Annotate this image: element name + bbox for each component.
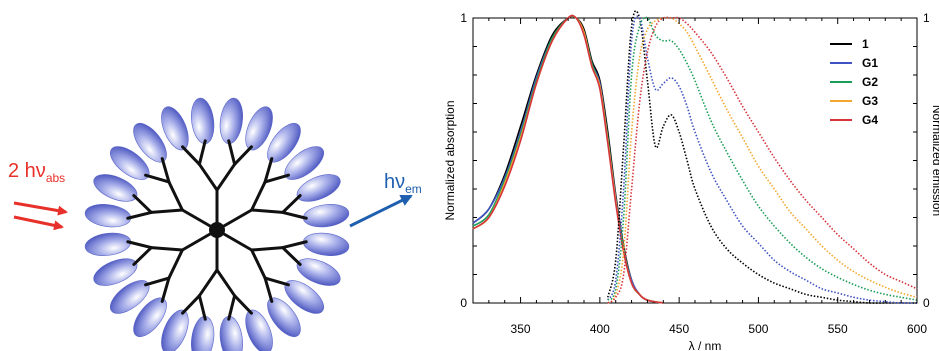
dendron-twig xyxy=(197,294,207,321)
dendron-twig xyxy=(227,139,237,166)
absorption-line-G4 xyxy=(472,14,664,304)
dendron-twig xyxy=(126,240,153,250)
absorption-line-G1 xyxy=(472,15,664,304)
dendron-arm xyxy=(180,232,212,252)
emission-line-G3 xyxy=(607,16,918,304)
dendron-twig xyxy=(126,210,153,220)
dendron-branch xyxy=(197,268,219,298)
dendron-branch xyxy=(215,162,237,192)
emission-label: hνem xyxy=(384,171,422,196)
absorption-curves xyxy=(472,14,664,304)
dendron-twig xyxy=(144,173,171,184)
dendron-twig xyxy=(227,294,237,321)
dendron-twig xyxy=(281,240,308,250)
dendron-branch xyxy=(167,180,184,212)
y-left-tick-label-1: 1 xyxy=(460,11,467,25)
dendron-twig xyxy=(281,246,302,266)
dendron-branch xyxy=(250,248,267,280)
dendrimer-core xyxy=(209,222,225,238)
x-tick-labels: 350 400 450 500 550 600 xyxy=(511,322,928,336)
legend-label-1: 1 xyxy=(862,37,869,51)
dendron-twig xyxy=(233,294,253,315)
x-tick-label: 500 xyxy=(748,322,768,336)
peripheral-chromophore xyxy=(191,315,215,351)
x-axis-label: λ / nm xyxy=(689,339,722,351)
absorption-label: 2 hνabs xyxy=(8,160,66,185)
spectra-chart: 350 400 450 500 550 600 0 1 0 1 Normalized ab… xyxy=(443,10,939,351)
plot-frame xyxy=(472,17,918,304)
dendron-branch xyxy=(250,246,285,252)
dendron-twig xyxy=(181,294,201,315)
dendron-twig xyxy=(160,276,171,303)
x-tick-label: 400 xyxy=(590,322,610,336)
peripheral-chromophore xyxy=(84,204,132,228)
dendron-branch xyxy=(149,208,184,214)
emission-arrow xyxy=(349,194,413,228)
emission-line-1 xyxy=(607,10,917,304)
dendron-twig xyxy=(132,246,153,266)
dendron-twig xyxy=(263,276,290,287)
y-axis-label-left: Normalized absorption xyxy=(443,100,457,220)
legend-label-G1: G1 xyxy=(862,56,878,70)
peripheral-chromophore xyxy=(302,204,350,228)
axis-ticks xyxy=(472,17,918,304)
dendron-twig xyxy=(132,194,153,214)
y-right-tick-label-1: 1 xyxy=(923,11,930,25)
dendron-arm xyxy=(180,208,212,228)
dendron-branch xyxy=(149,246,184,252)
dendron-twig xyxy=(197,139,207,166)
legend-label-G2: G2 xyxy=(862,75,878,89)
x-tick-label: 350 xyxy=(511,322,531,336)
dendron-branch xyxy=(250,180,267,212)
dendron-twig xyxy=(233,145,253,166)
emission-line-G2 xyxy=(607,16,918,301)
dendrimer-periphery xyxy=(84,97,350,351)
legend-label-G4: G4 xyxy=(862,113,878,127)
dendron-twig xyxy=(181,145,201,166)
dendron-twig xyxy=(281,194,302,214)
x-tick-label: 450 xyxy=(669,322,689,336)
dendron-branch xyxy=(250,208,285,214)
absorption-arrow-upper xyxy=(13,201,68,216)
peripheral-chromophore xyxy=(219,97,243,145)
dendrimer-branches xyxy=(126,139,308,321)
emission-line-G4 xyxy=(607,16,918,304)
y-right-tick-label-0: 0 xyxy=(923,296,930,310)
absorption-arrow-lower xyxy=(13,215,64,231)
dendron-branch xyxy=(167,248,184,280)
absorption-line-G3 xyxy=(472,14,664,304)
legend-label-G3: G3 xyxy=(862,94,878,108)
dendron-branch xyxy=(197,162,219,192)
peripheral-chromophore xyxy=(84,232,132,256)
chart-legend: 1 G1 G2 G3 G4 xyxy=(830,37,878,127)
dendron-twig xyxy=(281,210,308,220)
dendron-twig xyxy=(160,157,171,184)
dendron-twig xyxy=(263,173,290,184)
peripheral-chromophore xyxy=(219,315,243,351)
peripheral-chromophore xyxy=(191,97,215,145)
emission-curves xyxy=(607,10,918,304)
dendron-arm xyxy=(222,232,254,252)
dendron-twig xyxy=(263,276,274,303)
peripheral-chromophore xyxy=(302,232,350,256)
y-left-tick-label-0: 0 xyxy=(460,296,467,310)
x-tick-label: 550 xyxy=(828,322,848,336)
dendron-twig xyxy=(144,276,171,287)
dendron-branch xyxy=(215,268,237,298)
dendron-twig xyxy=(263,157,274,184)
absorption-line-G2 xyxy=(472,15,664,304)
y-axis-label-right: Normalized emission xyxy=(930,105,939,216)
dendrimer-scheme xyxy=(13,97,413,351)
x-tick-label: 600 xyxy=(907,322,927,336)
dendron-arm xyxy=(222,208,254,228)
